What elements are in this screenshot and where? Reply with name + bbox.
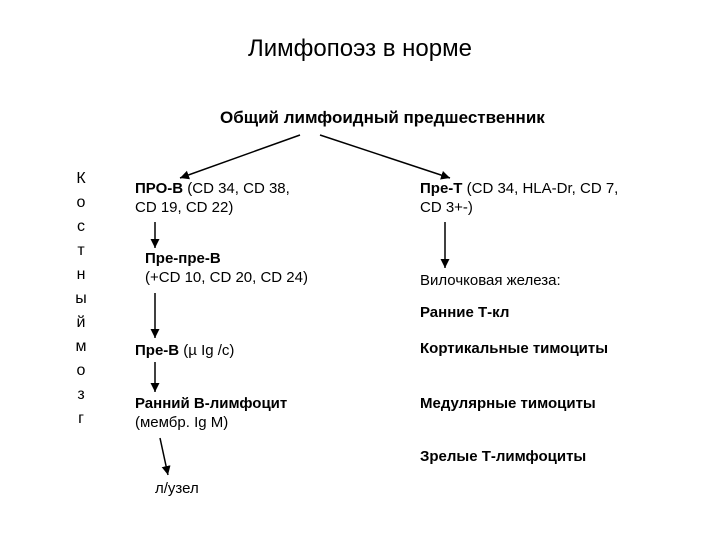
arrow-line [160,438,168,475]
vertical-letter: К [72,170,90,188]
vertical-letter: м [72,338,90,356]
vertical-letter: ы [72,290,90,308]
node-pro_b: ПРО-В (CD 34, CD 38, CD 19, CD 22) [135,180,315,218]
vertical-letter: н [72,266,90,284]
node-early_b: Ранний В-лимфоцит(мембр. Ig М) [135,395,355,433]
page-title: Лимфопоэз в норме [0,35,720,63]
node-thymus: Вилочковая железа: [420,272,640,291]
vertical-letter: й [72,314,90,332]
node-early_t: Ранние Т-кл [420,304,640,323]
vertical-letter: о [72,362,90,380]
vertical-letter: о [72,194,90,212]
arrow-line [320,135,450,178]
common-progenitor-label: Общий лимфоидный предшественник [220,108,545,128]
arrow-line [180,135,300,178]
node-pre_b: Пре-В (µ Ig /c) [135,342,335,361]
vertical-letter: г [72,410,90,428]
node-cortical: Кортикальные тимоциты [420,340,640,359]
node-pre_t: Пре-Т (CD 34, HLA-Dr, CD 7, CD 3+-) [420,180,620,218]
node-mature_t: Зрелые Т-лимфоциты [420,448,640,467]
node-medullary: Медулярные тимоциты [420,395,640,414]
vertical-letter: т [72,242,90,260]
node-pre_pre_b: Пре-пре-В(+CD 10, CD 20, CD 24) [145,250,345,288]
vertical-letter: з [72,386,90,404]
node-lymph_node: л/узел [155,480,275,499]
vertical-letter: с [72,218,90,236]
